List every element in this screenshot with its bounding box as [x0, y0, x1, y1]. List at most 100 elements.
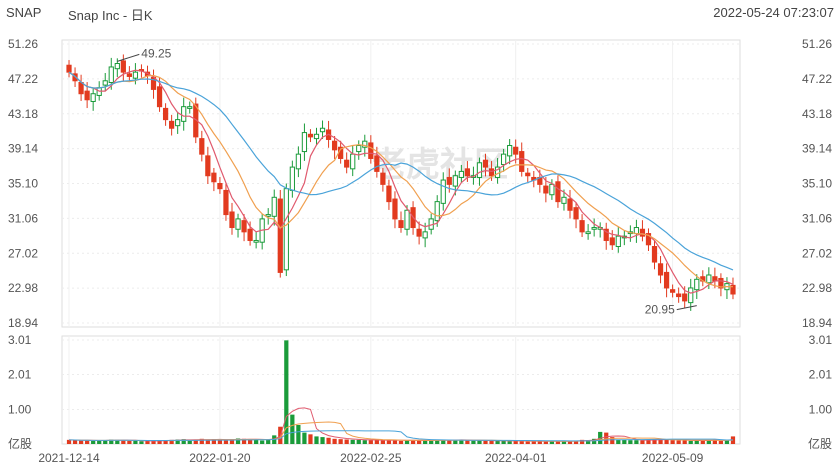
annotation-leader	[117, 53, 140, 62]
company-name: Snap Inc - 日K	[68, 8, 153, 23]
candle-body	[507, 145, 513, 157]
volume-bar	[254, 439, 259, 444]
volume-bar	[459, 439, 464, 444]
price-tick-right: 18.94	[802, 316, 832, 330]
price-tick-left: 18.94	[8, 316, 38, 330]
candle-body	[718, 277, 724, 289]
candle-body	[295, 153, 302, 170]
volume-bar	[531, 441, 536, 444]
volume-bar	[374, 439, 379, 444]
volume-bar	[78, 440, 84, 444]
ma-short-line	[68, 69, 734, 294]
volume-bar	[404, 440, 410, 444]
candle-body	[169, 120, 175, 129]
volume-tick-right: 3.01	[809, 333, 833, 347]
price-tick-left: 22.98	[8, 281, 38, 295]
volume-bar	[658, 438, 663, 444]
ticker-symbol: SNAP	[6, 5, 42, 20]
volume-bar	[356, 439, 361, 444]
candle-body	[488, 168, 495, 177]
volume-bar	[567, 441, 573, 444]
volume-bar	[646, 439, 651, 444]
price-tick-right: 22.98	[802, 281, 832, 295]
price-tick-left: 47.22	[8, 72, 38, 86]
volume-ma-short-line	[68, 407, 734, 442]
candle-body	[676, 293, 682, 298]
candle-body	[277, 198, 283, 273]
volume-bar	[223, 440, 229, 444]
volume-bar	[652, 439, 657, 444]
candle-body	[440, 179, 446, 204]
volume-bar	[555, 441, 561, 444]
candle-body	[585, 231, 591, 235]
candle-body	[730, 284, 736, 295]
price-tick-left: 27.02	[8, 246, 38, 260]
x-tick-label: 2022-01-20	[189, 451, 251, 465]
volume-bar	[694, 440, 699, 444]
volume-bar	[181, 439, 186, 444]
volume-bar	[85, 440, 90, 444]
candle-body	[380, 172, 386, 185]
volume-bar	[260, 440, 265, 444]
volume-bar	[187, 440, 192, 444]
candle-body	[404, 209, 410, 230]
volume-bar	[525, 441, 530, 444]
volume-bar	[489, 440, 494, 444]
volume-bar	[519, 441, 524, 444]
candle-body	[651, 246, 658, 263]
candle-body	[579, 220, 585, 233]
volume-bar	[247, 439, 253, 444]
volume-bar	[380, 440, 386, 444]
volume-bar	[133, 440, 138, 444]
volume-bar	[465, 440, 470, 444]
candle-body	[120, 60, 126, 73]
volume-bar	[495, 440, 500, 444]
candle-body	[175, 119, 181, 127]
volume-bar	[670, 440, 675, 444]
candle-body	[591, 227, 597, 230]
candle-body	[398, 220, 404, 229]
candle-body	[217, 183, 223, 190]
volume-bar	[561, 440, 567, 444]
volume-bar	[610, 437, 615, 444]
candle-body	[688, 287, 694, 304]
candle-body	[416, 228, 422, 237]
candle-body	[603, 228, 609, 241]
annotation-label: 20.95	[645, 303, 675, 317]
candle-body	[452, 175, 458, 187]
volume-bar	[163, 440, 168, 444]
candle-body	[271, 196, 277, 217]
candle-body	[639, 228, 646, 237]
candle-body	[193, 103, 199, 138]
volume-tick-left: 3.01	[8, 333, 32, 347]
candle-body	[434, 201, 440, 222]
volume-bar	[501, 440, 506, 444]
volume-bar	[628, 440, 633, 444]
volume-tick-right: 2.01	[809, 368, 833, 382]
volume-bar	[175, 439, 180, 444]
volume-bar	[332, 438, 337, 444]
price-tick-left: 35.10	[8, 177, 38, 191]
candle-body	[368, 142, 374, 159]
volume-bar	[151, 440, 156, 444]
candle-body	[229, 211, 235, 229]
volume-bar	[579, 439, 585, 444]
candle-body	[645, 233, 652, 246]
volume-tick-left: 1.00	[8, 402, 32, 416]
candle-body	[223, 189, 229, 216]
volume-bar	[241, 438, 247, 444]
price-tick-left: 39.14	[8, 142, 38, 156]
candle-body	[706, 274, 712, 284]
candle-body	[670, 289, 676, 293]
candle-body	[283, 188, 289, 271]
volume-bar	[115, 439, 120, 444]
candle-body	[313, 133, 320, 140]
volume-bar	[622, 439, 627, 444]
candle-body	[205, 155, 211, 177]
volume-bar	[199, 438, 204, 444]
volume-bar	[205, 439, 210, 444]
volume-bar	[296, 424, 301, 444]
volume-bar	[314, 436, 319, 444]
